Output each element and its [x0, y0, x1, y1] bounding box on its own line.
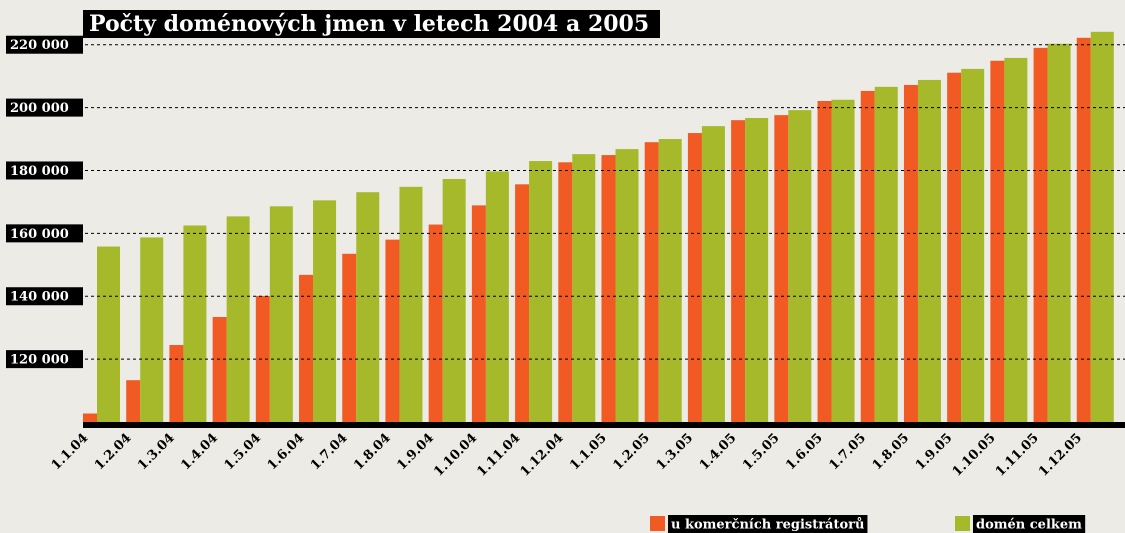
- bar: [615, 149, 639, 422]
- bar: [485, 171, 509, 422]
- bar: [658, 139, 682, 423]
- x-tick-label: 1.12.04: [518, 431, 567, 480]
- x-tick-label: 1.9.05: [913, 431, 956, 474]
- legend-box: [668, 515, 868, 533]
- y-tick-label: 140 000: [10, 290, 69, 305]
- bar: [529, 161, 553, 422]
- legend-swatch: [650, 516, 665, 531]
- x-tick-label: 1.1.04: [49, 431, 92, 474]
- bar: [226, 216, 250, 422]
- bar: [774, 115, 789, 422]
- legend-swatch: [955, 516, 970, 531]
- bar: [313, 200, 337, 422]
- bar: [356, 192, 380, 422]
- y-tick-box: [6, 98, 83, 117]
- x-tick-label: 1.5.04: [222, 431, 265, 474]
- bar: [126, 380, 141, 422]
- bar: [745, 117, 769, 423]
- title-box: [83, 10, 660, 38]
- x-tick-label: 1.11.05: [993, 431, 1042, 480]
- x-tick-label: 1.3.05: [654, 431, 697, 474]
- bar: [961, 68, 985, 422]
- x-axis: [83, 422, 1125, 428]
- x-tick-label: 1.6.04: [265, 431, 308, 474]
- y-tick-box: [6, 161, 83, 180]
- x-tick-label: 1.6.05: [783, 431, 826, 474]
- x-tick-label: 1.2.05: [610, 431, 653, 474]
- bar: [860, 90, 875, 422]
- legend-label: domén celkem: [976, 518, 1082, 533]
- y-tick-box: [6, 350, 83, 369]
- x-tick-label: 1.8.05: [870, 431, 913, 474]
- y-tick-label: 160 000: [10, 227, 69, 242]
- x-tick-label: 1.4.05: [697, 431, 740, 474]
- y-tick-box: [6, 35, 83, 54]
- bar: [169, 344, 184, 422]
- bar: [644, 142, 659, 422]
- bar: [572, 154, 596, 422]
- bar: [428, 224, 443, 422]
- bar: [558, 162, 573, 422]
- y-tick-label: 120 000: [10, 353, 69, 368]
- x-tick-label: 1.2.04: [92, 431, 135, 474]
- y-tick-box: [6, 287, 83, 306]
- bar: [342, 253, 357, 422]
- x-tick-label: 1.8.04: [351, 431, 394, 474]
- x-tick-label: 1.11.04: [474, 431, 523, 480]
- y-tick-label: 220 000: [10, 38, 69, 53]
- bar: [1004, 57, 1028, 422]
- bar: [255, 295, 270, 422]
- y-tick-box: [6, 224, 83, 243]
- legend-box: [973, 515, 1086, 533]
- x-tick-label: 1.1.05: [567, 431, 610, 474]
- bar: [183, 225, 207, 422]
- bar: [269, 206, 293, 422]
- bar: [399, 186, 423, 422]
- legend-label: u komerčních registrátorů: [671, 518, 864, 533]
- bar: [831, 99, 855, 423]
- bar: [947, 72, 962, 422]
- bar: [701, 126, 725, 422]
- y-tick-label: 200 000: [10, 101, 69, 116]
- bar: [299, 274, 314, 422]
- bar: [212, 316, 227, 422]
- bar: [471, 205, 486, 422]
- x-tick-label: 1.7.04: [308, 431, 351, 474]
- x-tick-label: 1.10.04: [431, 431, 480, 480]
- bar: [903, 84, 918, 423]
- bar: [687, 133, 702, 422]
- x-tick-label: 1.9.04: [394, 431, 437, 474]
- x-tick-label: 1.7.05: [826, 431, 869, 474]
- x-tick-label: 1.12.05: [1036, 431, 1085, 480]
- bar: [731, 120, 746, 423]
- bar: [990, 60, 1005, 423]
- bar: [140, 237, 164, 422]
- bar: [385, 239, 400, 422]
- bar: [874, 86, 898, 422]
- bar: [788, 110, 812, 422]
- x-tick-label: 1.4.04: [178, 431, 221, 474]
- bar: [1090, 31, 1114, 423]
- bar: [97, 246, 120, 422]
- bar: [1076, 37, 1091, 423]
- x-tick-label: 1.3.04: [135, 431, 178, 474]
- bar: [1033, 47, 1048, 422]
- chart-title: Počty doménových jmen v letech 2004 a 20…: [89, 11, 649, 37]
- bar: [601, 155, 616, 422]
- bar: [917, 79, 941, 422]
- bar: [83, 413, 97, 422]
- bar: [515, 184, 530, 422]
- x-tick-label: 1.10.05: [950, 431, 999, 480]
- bar: [817, 100, 832, 423]
- x-tick-label: 1.5.05: [740, 431, 783, 474]
- y-tick-label: 180 000: [10, 164, 69, 179]
- bar: [442, 178, 466, 422]
